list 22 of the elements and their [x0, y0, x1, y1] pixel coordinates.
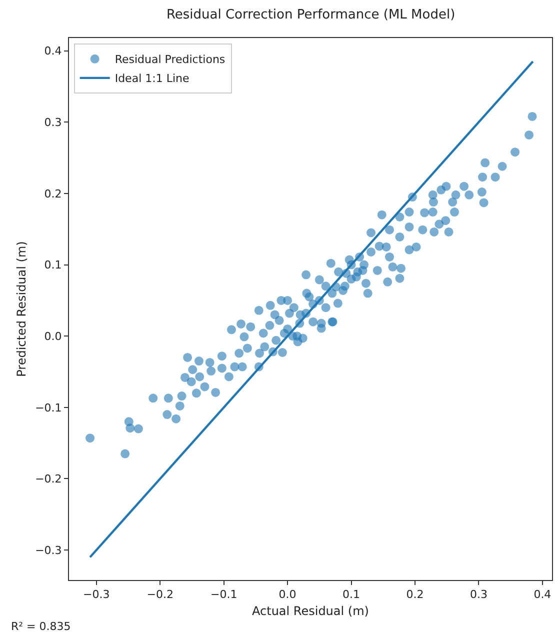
- y-tick-label: 0.0: [44, 330, 62, 343]
- legend-label: Residual Predictions: [114, 53, 226, 66]
- y-tick-label: 0.4: [44, 44, 62, 58]
- x-tick-label: 0.1: [342, 588, 360, 602]
- y-axis-title: Predicted Residual (m): [14, 241, 28, 377]
- legend-label: Ideal 1:1 Line: [114, 72, 190, 86]
- x-axis-title: Actual Residual (m): [252, 604, 369, 618]
- text: R² = 0.835: [11, 620, 71, 632]
- x-tick-label: 0.4: [534, 588, 552, 602]
- x-tick-label: −0.2: [146, 588, 174, 602]
- y-tick-label: 0.1: [44, 258, 62, 272]
- y-tick-label: −0.2: [35, 472, 62, 486]
- x-tick-label: 0.0: [278, 588, 296, 602]
- x-tick-label: −0.3: [83, 588, 110, 602]
- chart-title: Residual Correction Performance (ML Model): [166, 8, 456, 23]
- y-tick-label: 0.3: [44, 116, 62, 129]
- x-tick-label: 0.2: [406, 588, 424, 602]
- x-tick-label: 0.3: [470, 588, 488, 602]
- x-tick-label: −0.1: [210, 588, 238, 602]
- y-tick-label: −0.3: [35, 544, 62, 557]
- y-tick-label: 0.2: [44, 187, 62, 200]
- y-tick-label: −0.1: [35, 401, 62, 414]
